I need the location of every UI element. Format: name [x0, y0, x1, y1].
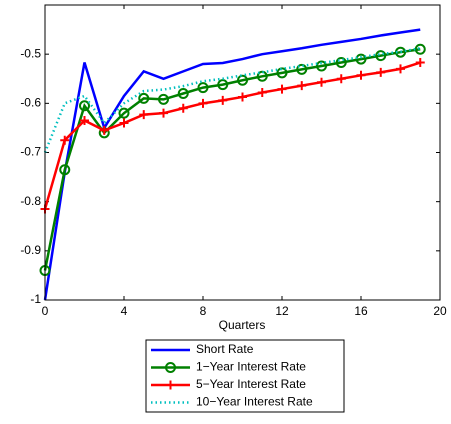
marker [355, 53, 367, 65]
legend-marker [166, 380, 175, 390]
marker [138, 92, 150, 104]
marker [297, 81, 307, 91]
marker [257, 88, 267, 98]
x-tick-label: 8 [200, 304, 207, 318]
marker [139, 110, 149, 120]
marker [99, 125, 109, 135]
legend-label: 1−Year Interest Rate [196, 360, 306, 374]
marker [177, 88, 189, 99]
x-tick-label: 4 [121, 304, 128, 318]
marker [256, 70, 268, 82]
marker [217, 79, 229, 91]
marker [296, 63, 308, 75]
y-tick-label: -0.7 [20, 145, 41, 159]
marker [118, 107, 130, 119]
legend-marker [165, 362, 176, 373]
y-tick-label: -0.8 [20, 194, 41, 208]
series-line [43, 47, 421, 153]
marker [356, 70, 366, 80]
y-tick-label: -0.5 [20, 46, 41, 60]
x-tick-label: 16 [354, 304, 368, 318]
marker [237, 74, 248, 86]
x-axis-label: Quarters [219, 318, 266, 332]
legend-label: 5−Year Interest Rate [196, 377, 306, 391]
series-line [43, 28, 421, 301]
y-tick-label: -0.9 [20, 243, 41, 257]
marker [336, 74, 346, 84]
legend-box [145, 339, 345, 413]
legend-label: 10−Year Interest Rate [196, 395, 313, 409]
marker [375, 50, 387, 62]
marker [60, 135, 70, 145]
marker [178, 103, 188, 113]
marker [277, 84, 287, 94]
y-tick-label: -1 [30, 292, 41, 306]
marker [159, 108, 168, 118]
marker [238, 92, 247, 102]
marker [316, 60, 327, 72]
x-tick-label: 0 [42, 304, 49, 318]
plot-frame [44, 4, 441, 301]
y-tick-label: -0.6 [20, 96, 41, 110]
marker [197, 82, 209, 94]
marker [414, 43, 426, 55]
marker [119, 118, 129, 128]
marker [396, 64, 405, 74]
marker [376, 67, 386, 77]
x-tick-label: 12 [275, 304, 289, 318]
marker [317, 77, 326, 87]
legend-label: Short Rate [196, 342, 254, 356]
marker [276, 67, 288, 79]
marker [335, 57, 347, 69]
marker [79, 100, 90, 112]
marker [80, 116, 89, 126]
marker [158, 93, 169, 105]
marker [415, 58, 425, 68]
x-tick-label: 20 [433, 304, 447, 318]
marker [59, 164, 71, 176]
marker [198, 98, 208, 108]
marker [218, 95, 228, 105]
